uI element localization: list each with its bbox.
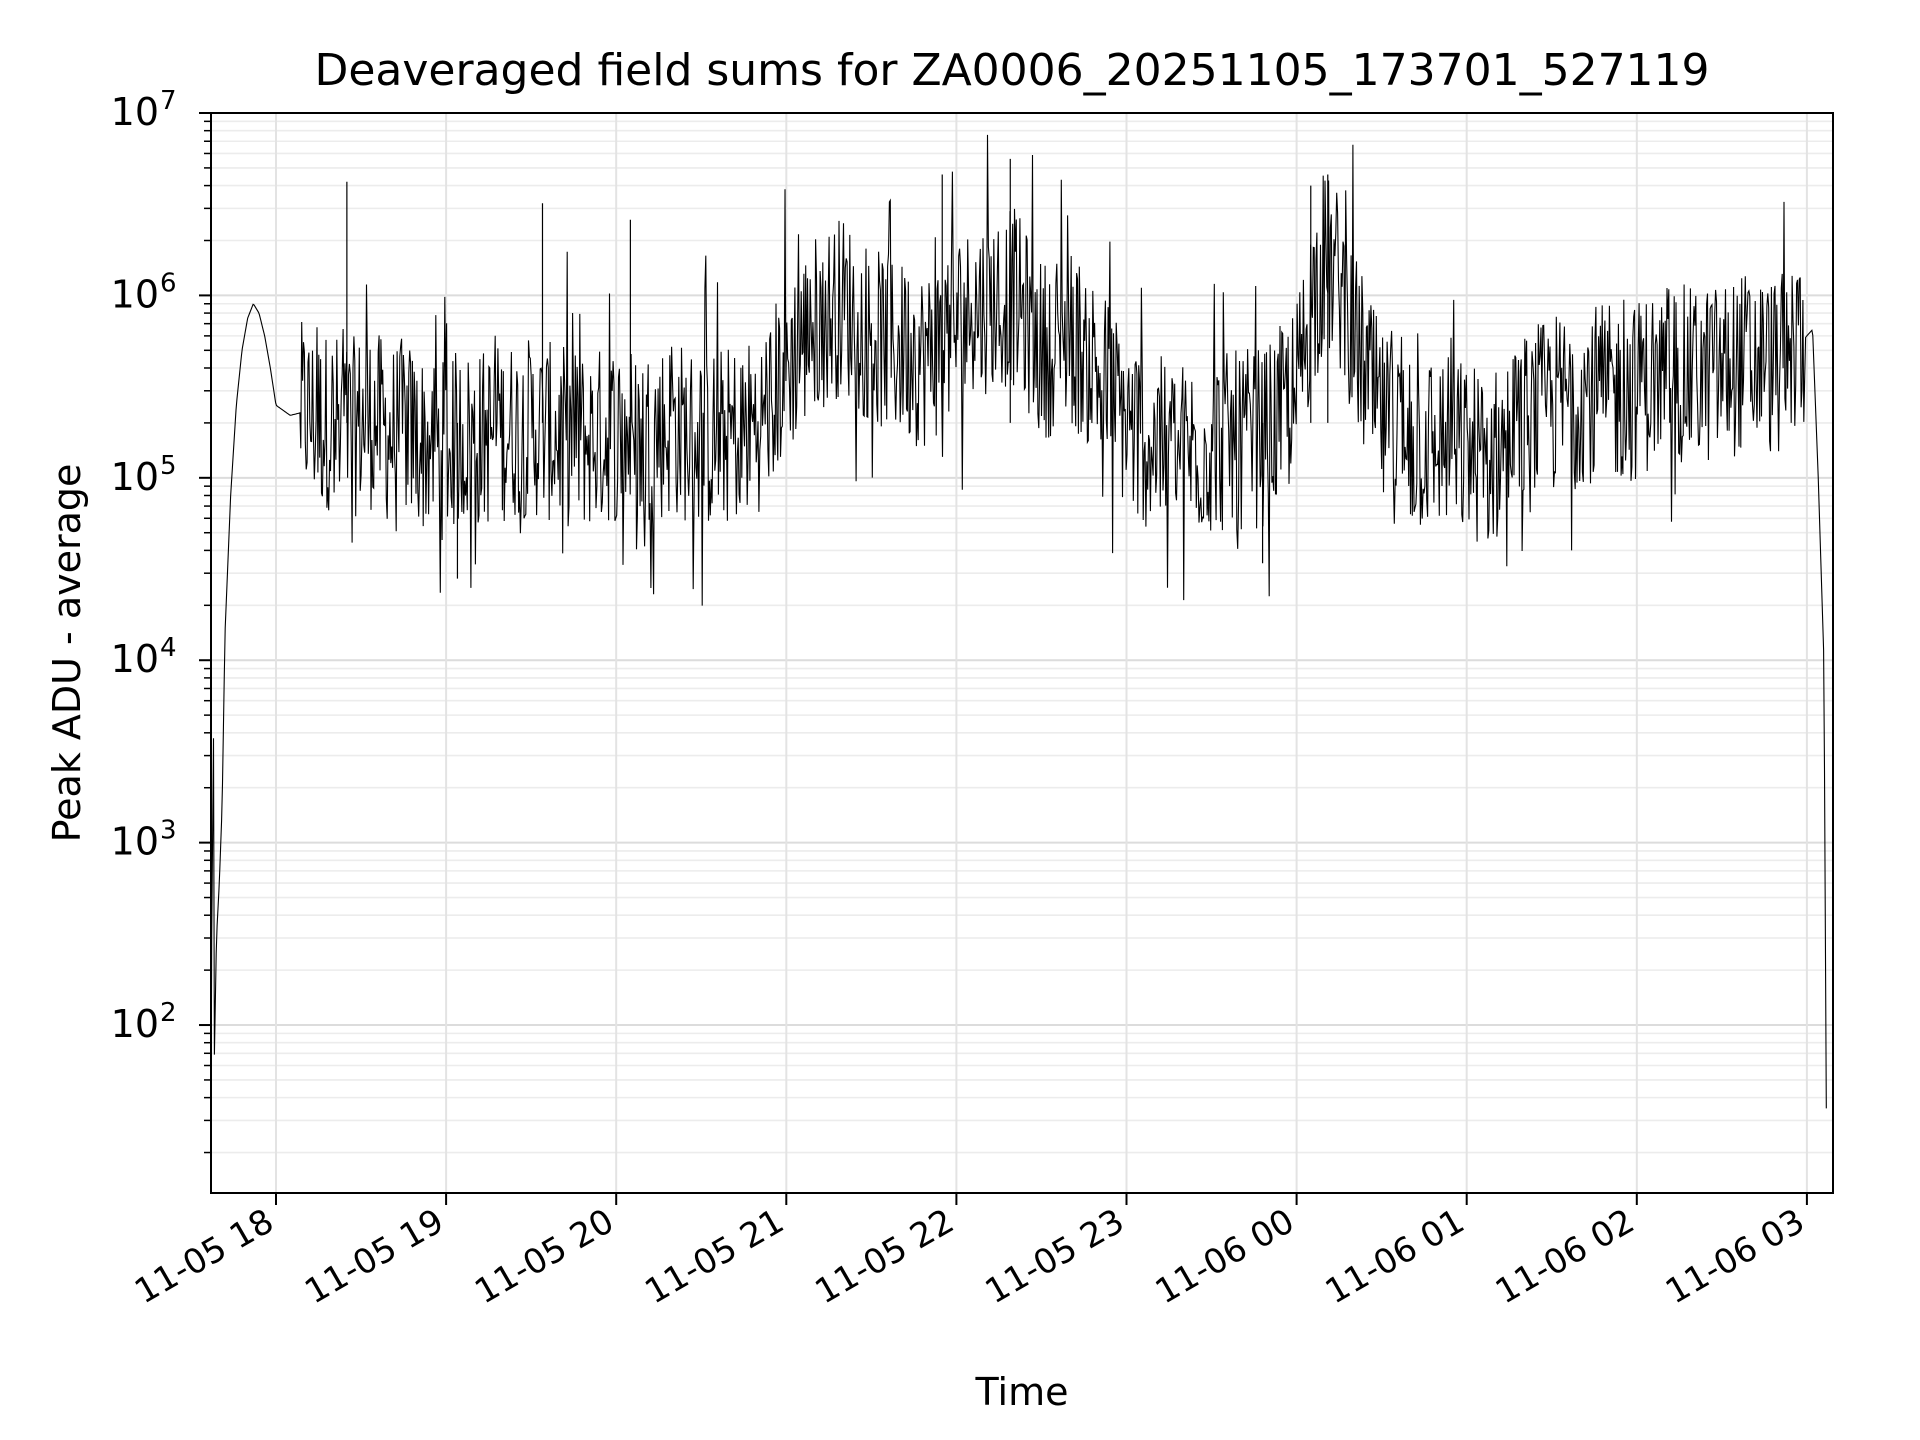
y-tick-exponent: 2 (160, 998, 177, 1028)
y-tick-exponent: 3 (160, 816, 177, 846)
y-tick-label: 10 (111, 1002, 159, 1046)
grid-lines (211, 112, 1833, 1193)
y-tick-label: 10 (111, 455, 159, 499)
series-layer (210, 134, 1827, 1194)
plot-frame (210, 112, 1834, 1194)
x-axis-label: Time (975, 1370, 1069, 1414)
y-tick-exponent: 4 (160, 633, 177, 663)
y-tick-label: 10 (111, 272, 159, 316)
series-line (210, 134, 1827, 1194)
y-tick-exponent: 7 (160, 86, 177, 116)
y-axis-label: Peak ADU - average (45, 464, 89, 843)
y-tick-label: 10 (111, 637, 159, 681)
y-tick-label: 10 (111, 820, 159, 864)
chart-title: Deaveraged field sums for ZA0006_2025110… (314, 45, 1709, 96)
y-tick-label: 10 (111, 90, 159, 134)
y-tick-exponent: 5 (160, 451, 177, 481)
y-tick-exponent: 6 (160, 268, 177, 298)
